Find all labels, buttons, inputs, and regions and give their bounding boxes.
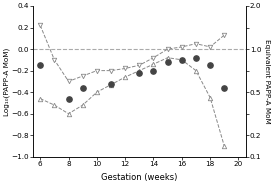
Y-axis label: Equivalent PAPP-A MoM: Equivalent PAPP-A MoM (263, 39, 269, 124)
X-axis label: Gestation (weeks): Gestation (weeks) (101, 173, 177, 181)
Y-axis label: Log₁₀(PAPP-A MoM): Log₁₀(PAPP-A MoM) (4, 47, 10, 115)
